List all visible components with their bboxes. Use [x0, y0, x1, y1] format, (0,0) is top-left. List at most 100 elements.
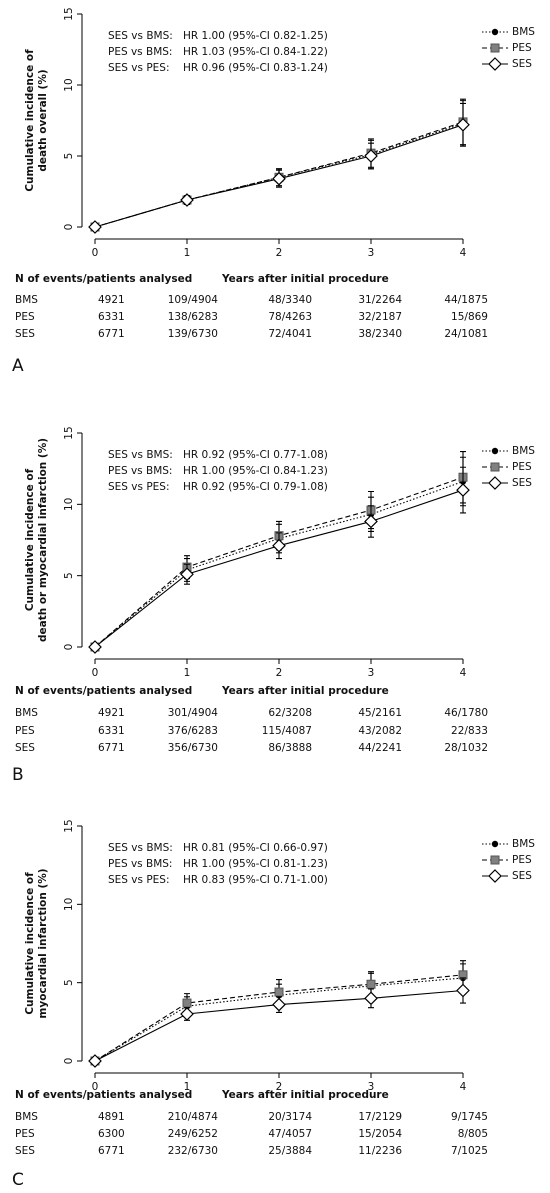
table-cell: 139/6730	[168, 328, 218, 340]
table-cell: 20/3174	[268, 1111, 312, 1123]
annotation: SES vs BMS:	[108, 30, 173, 42]
table-cell: 232/6730	[168, 1145, 218, 1157]
annotation: SES vs PES:	[108, 481, 170, 493]
x-tick-label: 0	[92, 667, 99, 679]
table-cell: 15/2054	[358, 1128, 402, 1140]
x-axis-label: Years after initial procedure	[221, 1089, 389, 1101]
table-cell: 46/1780	[444, 707, 488, 719]
table-cell: 7/1025	[451, 1145, 488, 1157]
table-cell: 109/4904	[168, 294, 219, 306]
data-point	[456, 983, 470, 998]
y-tick-label: 5	[63, 572, 75, 579]
x-tick-label: 2	[276, 247, 283, 259]
panel-label: A	[12, 356, 24, 376]
x-tick-label: 2	[276, 1081, 283, 1093]
table-cell: 210/4874	[168, 1111, 219, 1123]
annotation: HR 1.03 (95%-CI 0.84-1.22)	[183, 46, 328, 58]
table-cell: 32/2187	[358, 311, 402, 323]
legend-label: PES	[512, 42, 532, 54]
y-axis-label: death or myocardial infarction (%)	[37, 438, 49, 642]
data-point	[456, 117, 470, 132]
y-axis-label: death overall (%)	[37, 69, 49, 171]
table-cell: 48/3340	[268, 294, 312, 306]
table-cell: 138/6283	[168, 311, 218, 323]
table-cell: 376/6283	[168, 725, 218, 737]
table-cell: 356/6730	[168, 742, 218, 754]
legend-marker	[488, 869, 502, 883]
annotation: SES vs PES:	[108, 874, 170, 886]
table-cell: 6331	[98, 725, 125, 737]
series-line	[94, 476, 464, 648]
legend-label: PES	[512, 854, 532, 866]
table-cell: 28/1032	[444, 742, 488, 754]
y-tick-label: 15	[63, 7, 75, 20]
table-cell: 31/2264	[358, 294, 402, 306]
y-tick-label: 0	[63, 644, 75, 651]
table-header: N of events/patients analysed	[15, 273, 192, 285]
data-point	[180, 193, 194, 207]
table-cell: BMS	[15, 1111, 38, 1123]
table-cell: 15/869	[451, 311, 488, 323]
x-tick-label: 0	[92, 247, 99, 259]
data-point	[180, 1007, 194, 1021]
data-point	[272, 171, 286, 186]
x-tick-label: 0	[92, 1081, 99, 1093]
table-cell: 86/3888	[268, 742, 312, 754]
annotation: HR 0.92 (95%-CI 0.79-1.08)	[183, 481, 328, 493]
table-cell: 249/6252	[168, 1128, 218, 1140]
series-line	[94, 489, 464, 648]
table-cell: 72/4041	[268, 328, 312, 340]
table-cell: 44/1875	[444, 294, 488, 306]
x-tick-label: 1	[184, 247, 191, 259]
data-point	[88, 1054, 102, 1068]
x-tick-label: 4	[460, 1081, 467, 1093]
table-cell: 9/1745	[451, 1111, 488, 1123]
data-point	[272, 538, 286, 553]
table-cell: PES	[15, 1128, 35, 1140]
x-tick-label: 1	[184, 1081, 191, 1093]
annotation: SES vs BMS:	[108, 842, 173, 854]
legend-label: BMS	[512, 26, 535, 38]
y-tick-label: 15	[63, 819, 75, 832]
legend-label: BMS	[512, 445, 535, 457]
data-point	[364, 149, 378, 163]
legend-label: PES	[512, 461, 532, 473]
y-tick-label: 10	[63, 898, 75, 911]
table-cell: 301/4904	[168, 707, 219, 719]
y-tick-label: 0	[63, 224, 75, 231]
data-point	[180, 567, 194, 582]
legend-marker	[490, 855, 500, 865]
data-point	[364, 991, 378, 1006]
legend-marker	[488, 476, 502, 490]
annotation: HR 0.83 (95%-CI 0.71-1.00)	[183, 874, 328, 886]
series-line	[94, 480, 464, 648]
table-cell: 115/4087	[262, 725, 312, 737]
annotation: PES vs BMS:	[108, 858, 172, 870]
x-tick-label: 3	[368, 247, 375, 259]
legend-marker	[488, 57, 502, 71]
table-cell: 45/2161	[358, 707, 402, 719]
data-point	[366, 979, 376, 989]
table-cell: 4921	[98, 294, 125, 306]
table-cell: 25/3884	[268, 1145, 312, 1157]
table-cell: 78/4263	[268, 311, 312, 323]
table-cell: 8/805	[458, 1128, 488, 1140]
x-tick-label: 3	[368, 1081, 375, 1093]
data-point	[272, 997, 286, 1012]
x-tick-label: 2	[276, 667, 283, 679]
table-cell: 24/1081	[444, 328, 488, 340]
legend-marker	[490, 462, 500, 472]
table-cell: 6331	[98, 311, 125, 323]
data-point	[274, 987, 284, 997]
table-cell: 47/4057	[268, 1128, 312, 1140]
legend-label: BMS	[512, 838, 535, 850]
table-cell: BMS	[15, 707, 38, 719]
table-cell: 38/2340	[358, 328, 402, 340]
annotation: HR 0.92 (95%-CI 0.77-1.08)	[183, 449, 328, 461]
legend-label: SES	[512, 870, 532, 882]
x-axis-label: Years after initial procedure	[221, 685, 389, 697]
legend-label: SES	[512, 477, 532, 489]
y-tick-label: 15	[63, 426, 75, 439]
panel-label: C	[12, 1170, 24, 1190]
